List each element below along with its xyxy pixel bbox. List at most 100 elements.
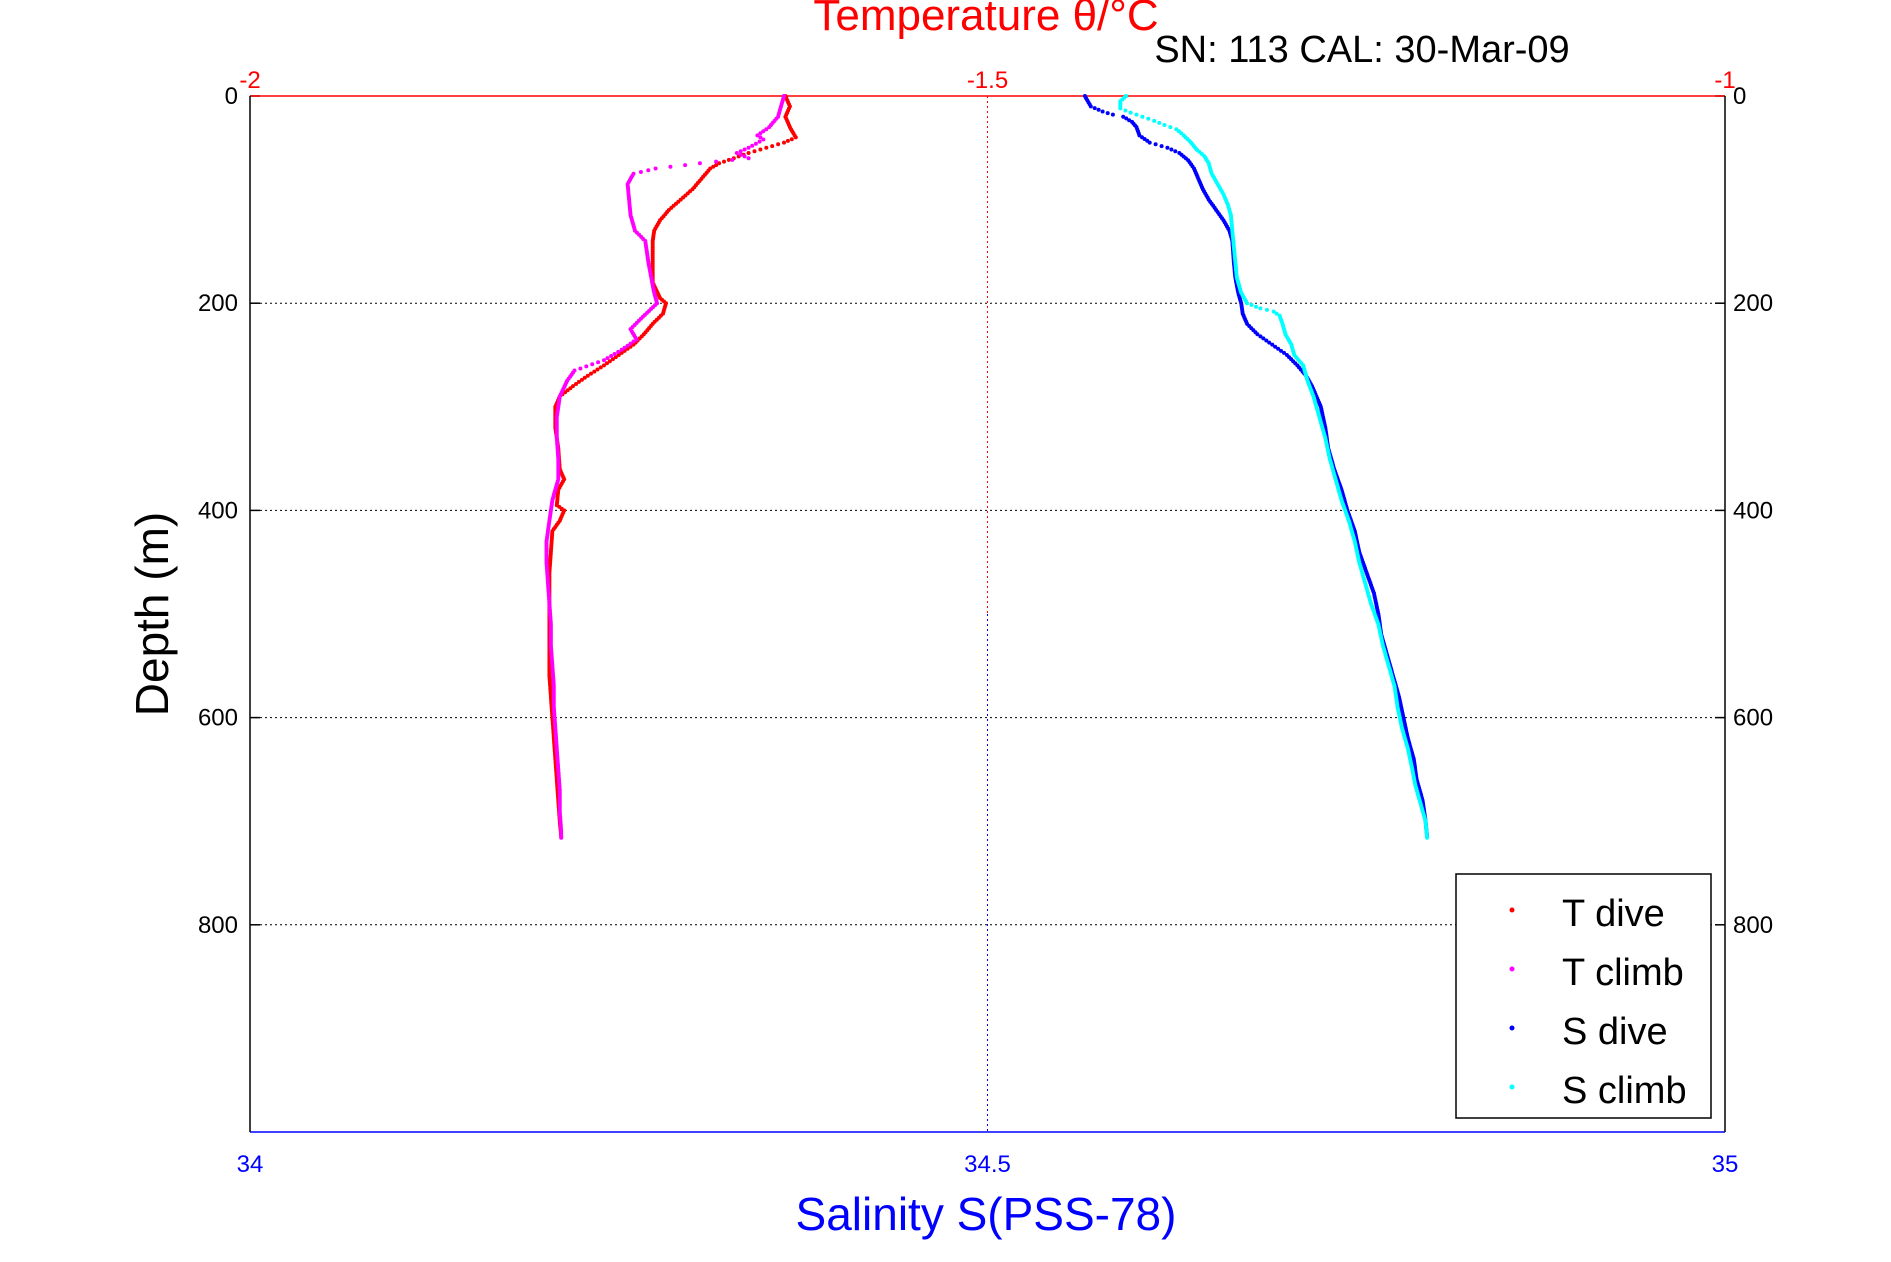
legend-marker	[1509, 907, 1515, 913]
data-point	[590, 362, 595, 367]
temperature-tick-label: -1.5	[967, 67, 1008, 94]
y-axis-label: Depth (m)	[126, 512, 178, 716]
data-point	[616, 349, 621, 354]
legend-marker	[1509, 1025, 1515, 1031]
data-point	[609, 354, 614, 358]
data-point	[746, 156, 751, 161]
salinity-tick-label: 35	[1712, 1151, 1739, 1178]
data-point	[1159, 144, 1164, 149]
data-point	[1165, 145, 1170, 150]
data-point	[764, 127, 769, 132]
data-point	[1254, 304, 1258, 309]
data-point	[628, 341, 633, 346]
data-point	[574, 382, 578, 386]
data-point	[625, 343, 630, 348]
data-point	[1110, 112, 1115, 117]
legend-label: S dive	[1562, 1011, 1668, 1053]
data-point	[770, 144, 775, 149]
data-point	[610, 357, 615, 362]
data-point	[767, 125, 772, 130]
legend-label: T climb	[1562, 952, 1684, 994]
data-point	[607, 359, 612, 364]
data-point	[755, 133, 760, 138]
data-point	[1249, 302, 1254, 307]
series-t-climb	[544, 94, 786, 840]
data-point	[559, 835, 564, 840]
data-point	[595, 367, 600, 372]
data-point	[1255, 332, 1260, 337]
data-point	[578, 366, 583, 371]
legend-marker	[1509, 1084, 1515, 1090]
data-point	[1168, 125, 1173, 130]
data-point	[752, 149, 757, 154]
depth-tick-label: 800	[1733, 912, 1773, 939]
data-point	[638, 170, 643, 174]
legend-label: S climb	[1562, 1070, 1687, 1112]
data-point	[1152, 118, 1157, 123]
data-point	[592, 369, 597, 374]
data-point	[1265, 307, 1269, 312]
chart-subtitle: SN: 113 CAL: 30-Mar-09	[1154, 29, 1569, 71]
temperature-tick-label: -1	[1714, 67, 1735, 94]
data-point	[758, 147, 763, 152]
data-point	[1123, 108, 1128, 113]
data-point	[746, 151, 751, 155]
depth-tick-label: 200	[1733, 290, 1773, 317]
data-point	[602, 358, 606, 363]
data-point	[1127, 118, 1132, 123]
depth-tick-labels-right: 0 200 400 600 800	[1733, 83, 1773, 939]
series-s-climb	[1118, 94, 1430, 840]
depth-tick-label: 800	[198, 912, 238, 939]
depth-tick-label: 400	[1733, 497, 1773, 524]
data-point	[1096, 107, 1101, 112]
data-point	[738, 149, 743, 154]
x-axis-label: Salinity S(PSS-78)	[796, 1188, 1177, 1240]
data-point	[668, 164, 673, 169]
data-point	[776, 142, 781, 147]
legend-entry: T dive	[1509, 893, 1665, 935]
data-point	[631, 339, 636, 344]
depth-tick-label: 200	[198, 290, 238, 317]
series-layer	[544, 94, 1430, 840]
legend-entry: S dive	[1509, 1011, 1668, 1053]
data-point	[625, 346, 630, 351]
data-point	[793, 135, 798, 140]
data-point	[653, 166, 658, 171]
legend-entry: S climb	[1509, 1070, 1687, 1112]
data-point	[576, 379, 581, 384]
data-point	[757, 139, 762, 144]
data-point	[1273, 344, 1278, 349]
data-point	[717, 161, 722, 166]
data-point	[753, 141, 758, 146]
data-point	[764, 145, 769, 150]
data-point	[589, 371, 593, 376]
legend-marker	[1509, 966, 1515, 972]
data-point	[585, 373, 590, 378]
data-point	[789, 137, 794, 142]
data-point	[742, 154, 747, 159]
data-point	[602, 363, 606, 368]
data-point	[1270, 342, 1275, 347]
data-point	[1124, 116, 1129, 121]
depth-tick-label: 0	[225, 83, 238, 110]
data-point	[1157, 120, 1162, 125]
depth-tick-label: 0	[1733, 83, 1746, 110]
legend: T dive T climb S dive S climb	[1455, 873, 1712, 1119]
data-point	[782, 140, 786, 145]
data-point	[619, 350, 624, 355]
data-point	[761, 129, 766, 134]
data-point	[579, 377, 584, 382]
data-point	[1105, 111, 1110, 116]
data-point	[1258, 306, 1263, 311]
legend-label: T dive	[1562, 893, 1665, 935]
data-point	[582, 375, 587, 380]
data-point	[622, 345, 627, 350]
data-point	[1128, 110, 1133, 115]
temperature-tick-labels: -2 -1.5 -1	[239, 67, 1735, 94]
data-point	[1425, 835, 1430, 840]
data-point	[613, 355, 618, 360]
data-point	[605, 356, 610, 361]
data-point	[616, 353, 621, 357]
data-point	[605, 361, 609, 366]
